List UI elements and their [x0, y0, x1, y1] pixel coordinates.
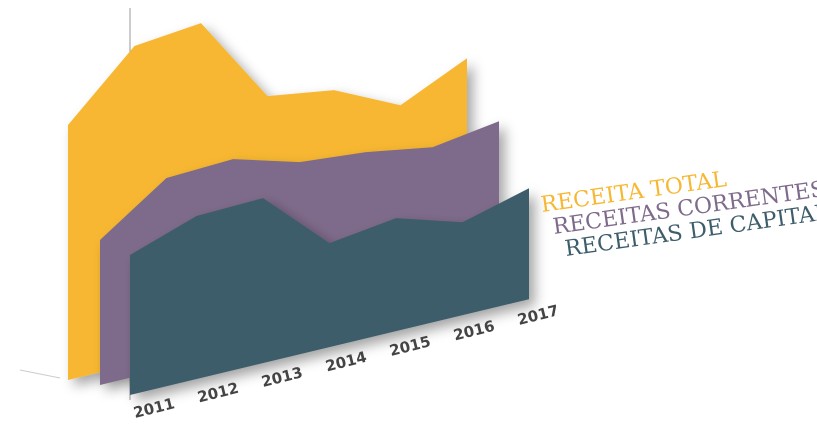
x-tick-label: 2016	[452, 317, 497, 345]
x-tick-label: 2011	[132, 394, 177, 422]
x-tick-label: 2013	[260, 363, 305, 391]
x-tick-label: 2014	[324, 348, 369, 376]
x-tick-label: 2015	[388, 332, 433, 360]
floor-line	[19, 369, 61, 379]
x-tick-label: 2012	[196, 379, 241, 407]
areas	[68, 23, 529, 395]
x-tick-label: 2017	[516, 301, 561, 329]
area	[130, 188, 529, 395]
